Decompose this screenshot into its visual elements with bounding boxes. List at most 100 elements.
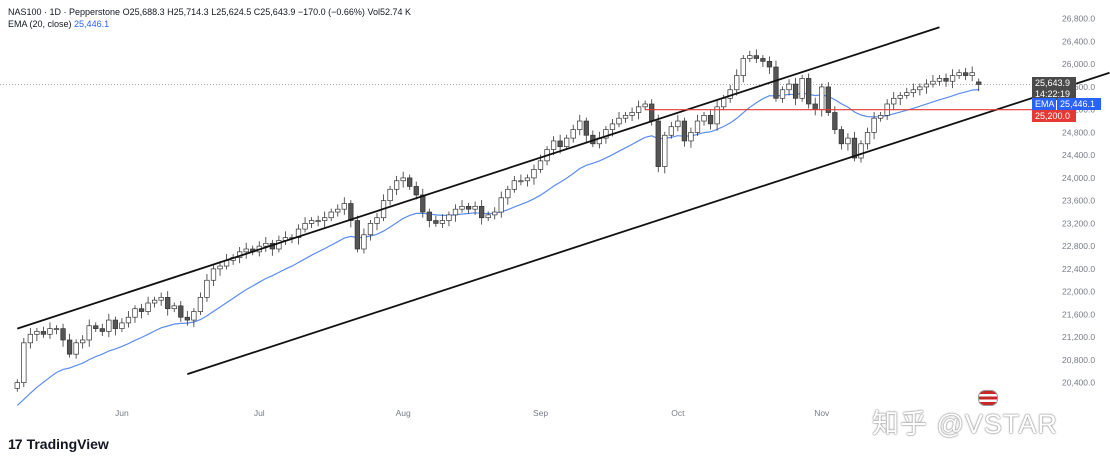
candle-body [178, 305, 184, 318]
candle-body [354, 220, 361, 250]
candle-body [413, 186, 419, 196]
candle-body [786, 83, 792, 91]
candle-body [465, 205, 472, 210]
candle-body [505, 188, 511, 199]
candle-body [688, 132, 694, 142]
y-tick-label: 21,200.0 [1062, 332, 1095, 342]
candle-body [740, 58, 746, 76]
candle-body [956, 72, 962, 76]
countdown-tag: 14:22:19 [1032, 88, 1076, 100]
candle-body [485, 214, 491, 219]
y-tick-label: 23,200.0 [1062, 218, 1095, 228]
time-axis[interactable]: Jun Jul Aug Sep Oct Nov [115, 408, 830, 418]
symbol-label: NAS100 · 1D · Pepperstone [8, 7, 121, 17]
candle-body [799, 78, 805, 99]
candle-body [439, 220, 446, 224]
candle-body [132, 308, 138, 318]
high-label: H [167, 7, 174, 17]
candle-body [681, 120, 688, 142]
candle-body [243, 248, 249, 253]
candle-body [806, 78, 812, 105]
candle-body [158, 296, 164, 301]
candle-body [845, 137, 851, 145]
us-flag-icon[interactable] [978, 390, 998, 406]
candle-body [923, 83, 930, 88]
y-tick-label: 24,400.0 [1062, 150, 1095, 160]
candle-body [838, 129, 845, 145]
ema-line-layer [16, 88, 979, 406]
candle-body [27, 333, 33, 344]
candle-body [407, 177, 413, 187]
candle-body [655, 120, 661, 167]
x-tick-label: Sep [533, 408, 548, 418]
candle-body [426, 211, 432, 221]
volume-label: Vol [367, 7, 380, 17]
candle-body [53, 328, 60, 330]
candle-body [832, 112, 838, 130]
y-tick-label: 20,800.0 [1062, 355, 1095, 365]
candle-body [701, 115, 707, 122]
candle-body [138, 308, 145, 312]
low-label: L [211, 7, 217, 17]
x-tick-label: Nov [814, 408, 830, 418]
candle-body [753, 55, 759, 59]
tradingview-logo-icon: 17 [8, 436, 23, 452]
high-value: 25,714.3 [173, 7, 209, 17]
candle-body [387, 188, 393, 202]
price-axis[interactable]: 20,400.0 20,800.0 21,200.0 21,600.0 22,000.0… [1062, 14, 1095, 388]
open-label: O [122, 7, 130, 17]
candle-body [550, 140, 557, 150]
candle-body [917, 86, 923, 91]
candle-body [420, 194, 426, 213]
candle-body [766, 60, 773, 68]
candle-body [668, 126, 674, 136]
volume-value: 52.74 K [379, 7, 411, 17]
candle-body [472, 205, 478, 210]
y-tick-label: 22,800.0 [1062, 241, 1095, 251]
candle-body [34, 331, 40, 335]
candle-body [145, 302, 151, 312]
y-tick-label: 21,600.0 [1062, 309, 1095, 319]
candle-body [452, 208, 459, 216]
candle-body [361, 234, 367, 250]
candle-body [851, 137, 858, 159]
candle-body [707, 115, 714, 125]
low-value: 25,624.5 [216, 7, 252, 17]
candle-body [433, 220, 439, 224]
candle-body [446, 214, 452, 221]
candle-body [197, 296, 204, 312]
x-tick-label: Aug [396, 408, 411, 418]
x-tick-label: Oct [671, 408, 685, 418]
change-value: −170.0 (−0.66%) [297, 7, 365, 17]
candle-body [99, 328, 105, 332]
candle-body [40, 331, 47, 335]
candle-body [93, 325, 99, 329]
candle-body [106, 319, 112, 332]
candle-body [649, 103, 655, 122]
y-tick-label: 24,800.0 [1062, 127, 1095, 137]
candle-body [557, 140, 563, 147]
candle-body [675, 120, 681, 128]
candle-body [583, 120, 589, 136]
ema-legend[interactable]: EMA (20, close) 25,446.1 [8, 19, 109, 29]
candle-body [603, 129, 609, 139]
candle-body [21, 342, 27, 383]
candle-body [367, 223, 374, 236]
candle-body [564, 137, 570, 147]
channel-lower-line [187, 71, 1110, 375]
candle-body [315, 220, 321, 222]
candle-body [963, 72, 969, 76]
y-tick-label: 25,600.0 [1062, 82, 1095, 92]
candle-body [191, 311, 197, 321]
tradingview-logo[interactable]: 17 TradingView [8, 436, 109, 452]
ema-label: EMA (20, close) [8, 19, 72, 29]
candle-body [524, 177, 531, 182]
y-tick-label: 23,600.0 [1062, 196, 1095, 206]
candle-body [498, 197, 504, 213]
candle-body [936, 78, 943, 82]
candle-body [400, 177, 406, 182]
candle-body [792, 83, 799, 99]
candle-body [184, 316, 190, 321]
candle-body [204, 279, 210, 298]
